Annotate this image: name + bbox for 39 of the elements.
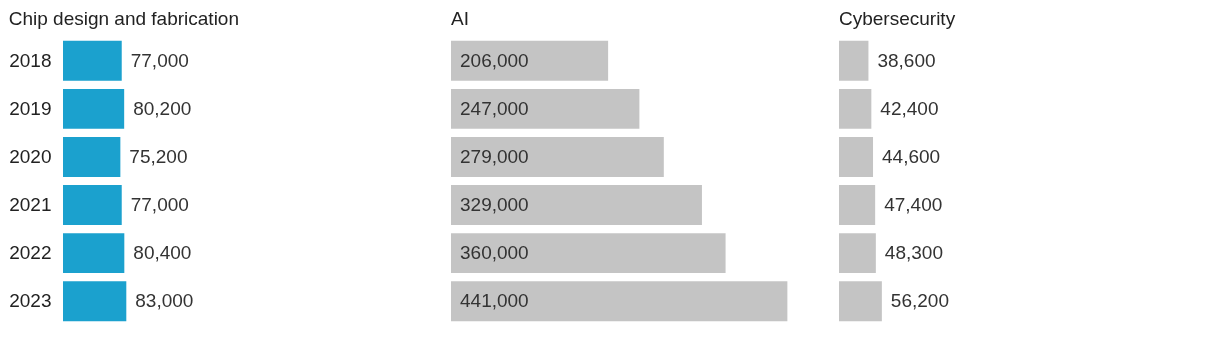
- data-label: 42,400: [880, 97, 939, 119]
- data-label: 441,000: [460, 290, 529, 312]
- bar: [839, 40, 869, 81]
- data-label: 77,000: [130, 49, 189, 71]
- y-tick-label: 2023: [9, 290, 52, 312]
- y-tick-label: 2018: [9, 49, 52, 71]
- y-tick-label: 2021: [9, 194, 52, 216]
- bar: [451, 281, 788, 322]
- chart-title: Chip design and fabrication: [8, 8, 239, 29]
- bar: [839, 185, 876, 225]
- chart-title: Cybersecurity: [839, 8, 956, 29]
- data-label: 47,400: [884, 194, 943, 216]
- data-label: 206,000: [460, 49, 529, 71]
- y-tick-label: 2020: [9, 145, 52, 167]
- data-label: 48,300: [884, 242, 943, 264]
- bar: [451, 137, 664, 177]
- y-tick-label: 2019: [9, 97, 52, 119]
- bar: [839, 233, 876, 274]
- data-label: 80,200: [133, 97, 192, 119]
- data-label: 56,200: [890, 290, 949, 312]
- data-label: 75,200: [129, 145, 188, 167]
- bar: [451, 88, 640, 129]
- data-label: 83,000: [135, 290, 194, 312]
- data-label: 247,000: [460, 97, 529, 119]
- bar: [839, 281, 882, 322]
- data-label: 80,400: [133, 242, 192, 264]
- data-label: 329,000: [460, 194, 529, 216]
- chart-title: AI: [451, 8, 469, 29]
- data-label: 77,000: [130, 194, 189, 216]
- bar: [839, 88, 872, 129]
- data-label: 360,000: [460, 242, 529, 264]
- data-label: 279,000: [460, 145, 529, 167]
- data-label: 38,600: [877, 49, 936, 71]
- bar: [839, 137, 874, 177]
- bar: [451, 40, 609, 81]
- bar: [451, 185, 702, 225]
- bar: [451, 233, 726, 274]
- y-tick-label: 2022: [9, 242, 52, 264]
- data-label: 44,600: [882, 145, 941, 167]
